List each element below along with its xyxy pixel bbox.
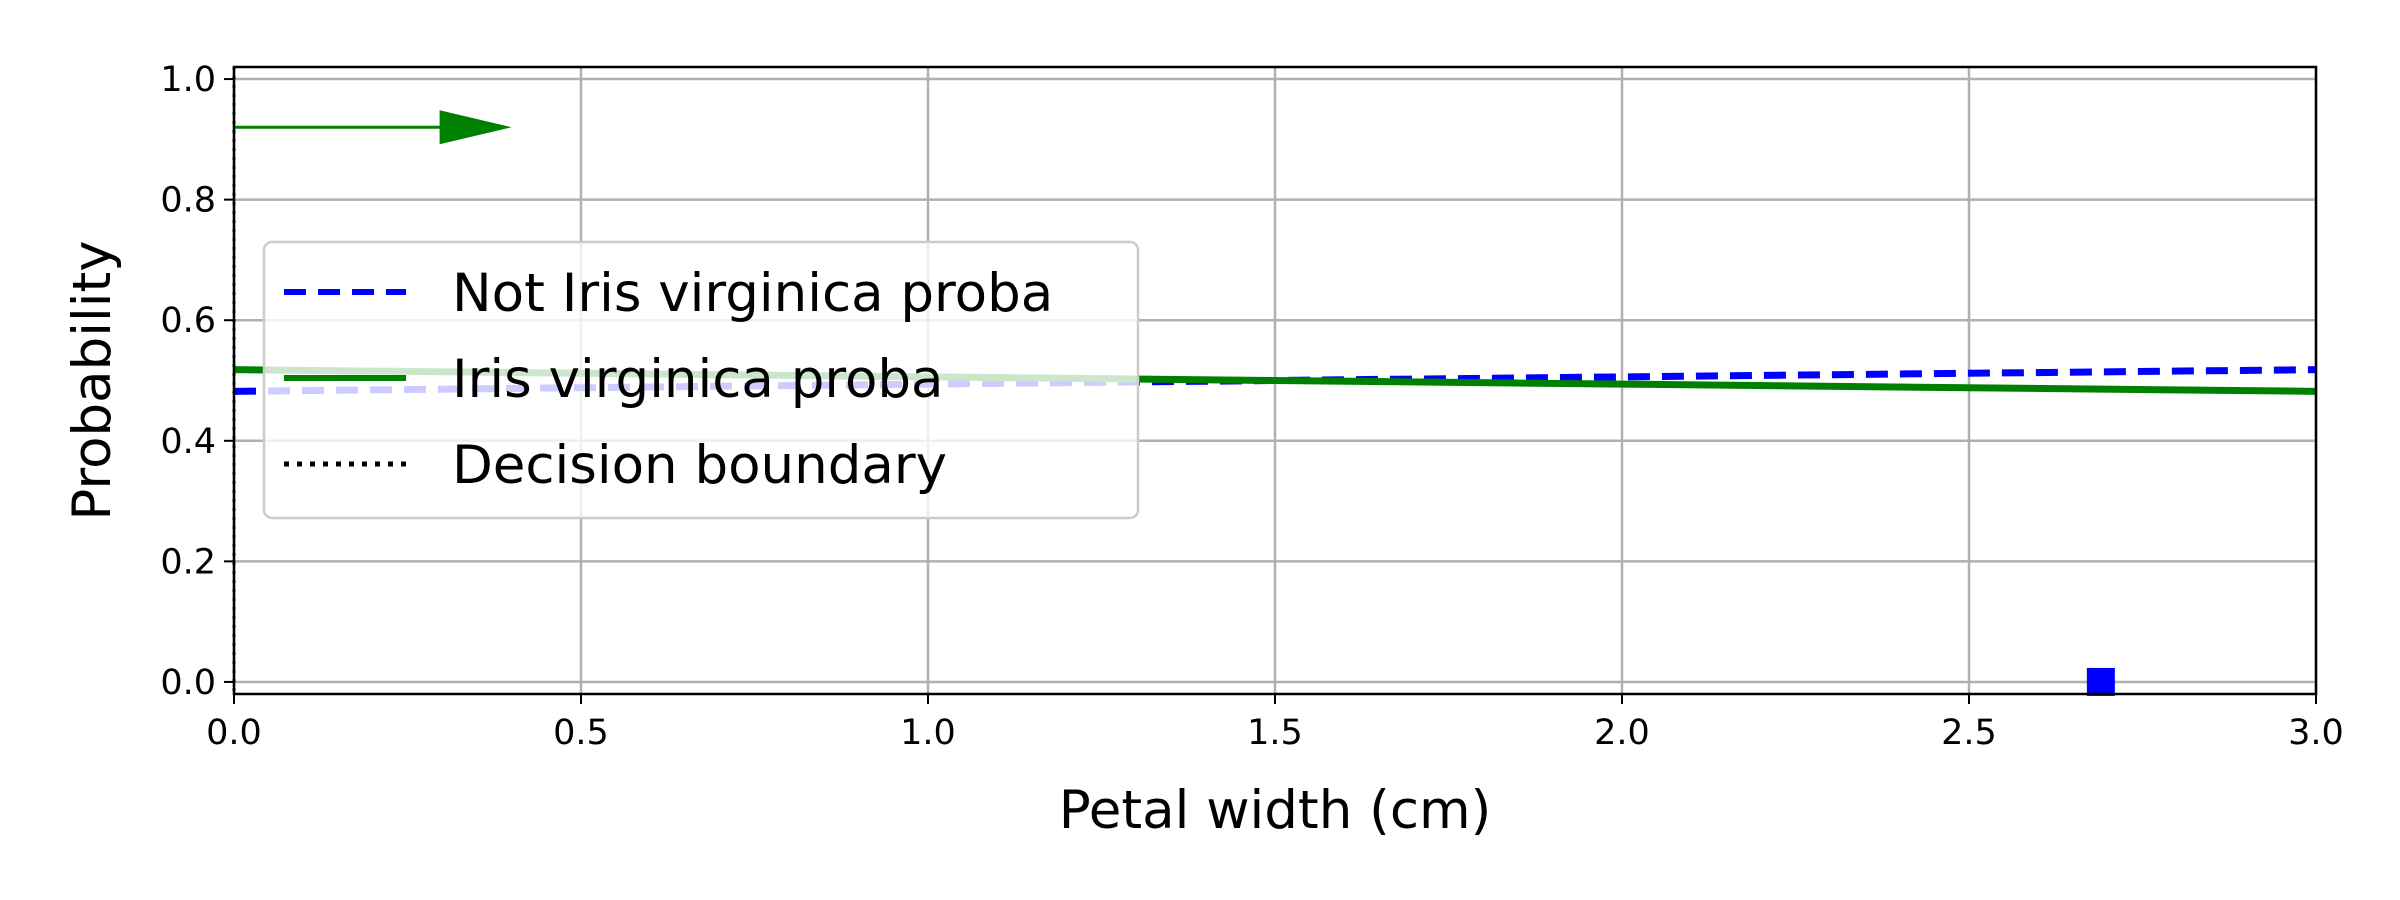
- legend-label-virginica: Iris virginica proba: [452, 349, 944, 410]
- legend-entry-decision-boundary: Decision boundary: [284, 435, 947, 496]
- y-tick-label-0: 0.0: [160, 663, 216, 703]
- x-tick-label-6: 3.0: [2288, 713, 2344, 753]
- axis-ticks: 0.0 0.5 1.0 1.5 2.0 2.5 3.0 0.0 0.2 0.4 0.6 0.8 1.0: [160, 60, 2344, 753]
- x-tick-label-2: 1.0: [900, 713, 956, 753]
- x-tick-label-1: 0.5: [553, 713, 609, 753]
- x-tick-label-3: 1.5: [1247, 713, 1303, 753]
- x-axis-title: Petal width (cm): [1059, 780, 1492, 841]
- y-tick-label-4: 0.8: [160, 181, 216, 221]
- legend-box: [262, 240, 1140, 520]
- y-axis-title: Probability: [62, 240, 123, 520]
- arrow-head: [439, 110, 512, 145]
- legend-label-decision-boundary: Decision boundary: [452, 435, 947, 496]
- y-tick-label-2: 0.4: [160, 422, 216, 462]
- legend-label-not-virginica: Not Iris virginica proba: [452, 263, 1053, 324]
- x-tick-label-4: 2.0: [1594, 713, 1650, 753]
- x-tick-label-0: 0.0: [206, 713, 262, 753]
- legend: Not Iris virginica proba Iris virginica …: [262, 240, 1140, 520]
- legend-entry-not-virginica: Not Iris virginica proba: [284, 263, 1053, 324]
- y-tick-label-1: 0.2: [160, 542, 216, 582]
- x-tick-label-5: 2.5: [1941, 713, 1997, 753]
- legend-entry-virginica: Iris virginica proba: [284, 349, 944, 410]
- y-tick-label-3: 0.6: [160, 301, 216, 341]
- y-tick-label-5: 1.0: [160, 60, 216, 100]
- data-point-square-0: [2086, 667, 2115, 696]
